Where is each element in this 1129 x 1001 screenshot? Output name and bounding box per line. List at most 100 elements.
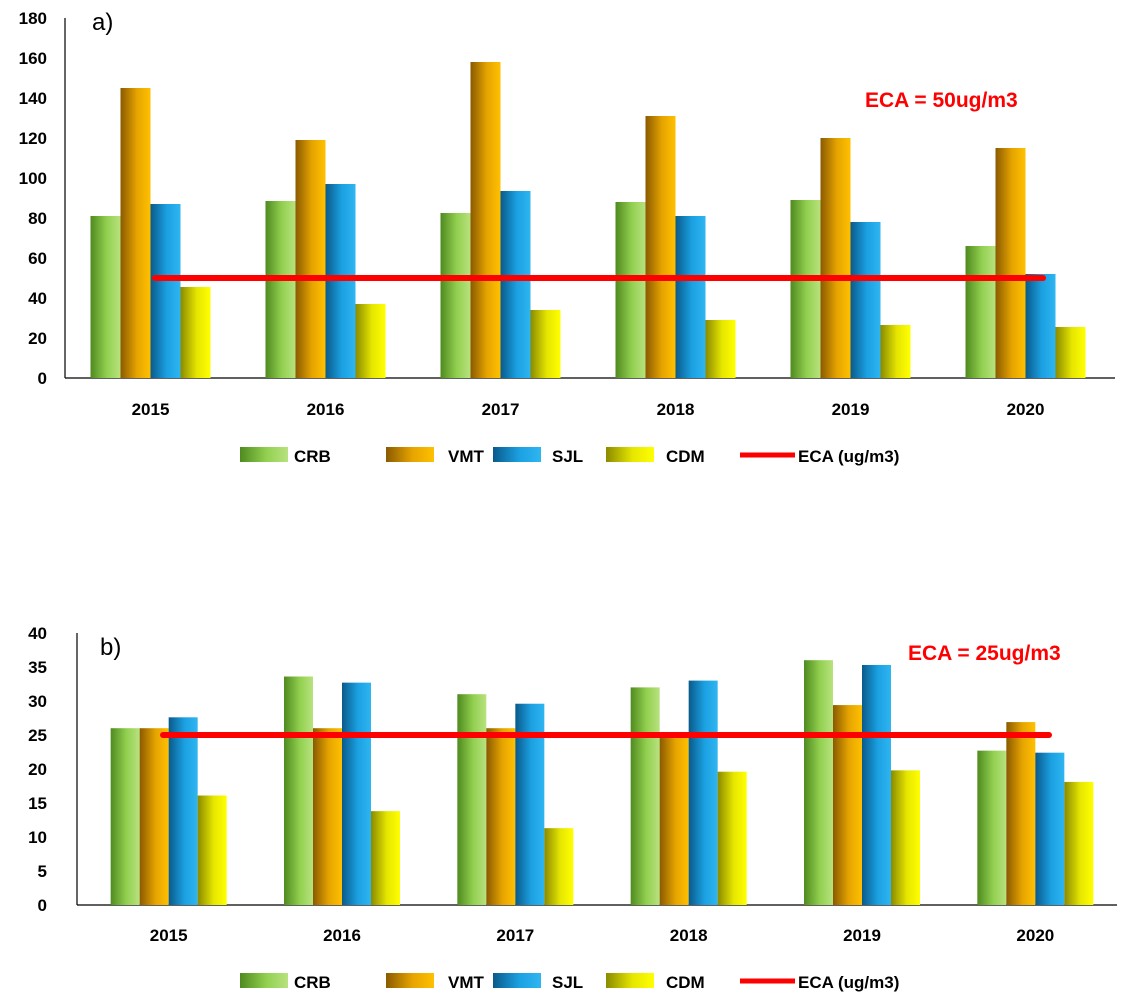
bar-sjl-2019 [862,664,891,905]
bar-vmt-2016 [295,140,326,378]
bar-crb-2017 [440,213,471,378]
x-category-label: 2019 [843,926,881,945]
y-tick-label: 25 [28,726,47,745]
x-category-label: 2019 [832,400,870,419]
legend-label-vmt: VMT [448,973,485,992]
bar-crb-2015 [90,216,121,378]
bar-crb-2016 [284,676,313,905]
legend-label-crb: CRB [294,973,331,992]
bar-crb-2020 [977,750,1007,905]
x-category-label: 2017 [496,926,534,945]
legend-swatch-vmt [386,973,434,988]
panel-label: b) [100,634,121,661]
bar-vmt-2019 [833,705,862,905]
legend-swatch-vmt [386,447,434,462]
bar-sjl-2016 [342,682,371,905]
bar-cdm-2018 [717,771,747,905]
bar-sjl-2020 [1025,274,1056,378]
eca-annotation: ECA = 50ug/m3 [865,89,1018,112]
y-tick-label: 60 [28,249,47,268]
legend-swatch-sjl [493,973,541,988]
x-category-label: 2015 [132,400,170,419]
x-category-label: 2018 [657,400,695,419]
bar-vmt-2020 [1006,722,1036,905]
y-tick-label: 30 [28,692,47,711]
legend-label-cdm: CDM [666,447,705,466]
bar-cdm-2018 [705,320,736,378]
legend-label-sjl: SJL [552,447,583,466]
y-tick-label: 100 [19,169,47,188]
legend-label-sjl: SJL [552,973,583,992]
bar-vmt-2017 [486,728,516,905]
bar-cdm-2016 [355,304,386,378]
y-tick-label: 160 [19,49,47,68]
bar-vmt-2015 [120,88,151,378]
chart-a: 0 20 40 60 80 100 120 140 160 180 2015 2016 2017 2018… [19,9,1115,466]
y-tick-label: 120 [19,129,47,148]
y-tick-label: 40 [28,624,47,643]
bar-cdm-2015 [197,795,227,905]
y-tick-label: 20 [28,329,47,348]
bar-sjl-2015 [150,204,181,378]
bar-cdm-2016 [371,811,400,905]
legend-swatch-cdm [606,447,654,462]
bar-crb-2015 [110,728,140,905]
x-category-label: 2018 [670,926,708,945]
panel-label: a) [92,9,113,36]
x-category-label: 2020 [1007,400,1045,419]
legend-swatch-cdm [606,973,654,988]
bar-vmt-2018 [659,735,689,905]
y-tick-label: 5 [38,862,47,881]
bar-cdm-2019 [891,770,920,905]
bar-vmt-2018 [645,116,676,378]
bar-sjl-2019 [850,222,881,378]
bar-vmt-2019 [820,138,851,378]
legend-swatch-crb [240,973,288,988]
bar-crb-2016 [265,201,296,378]
bar-cdm-2019 [880,325,911,378]
bar-vmt-2020 [995,148,1026,378]
x-category-label: 2020 [1016,926,1054,945]
bar-sjl-2015 [168,717,198,905]
bar-cdm-2017 [544,828,574,905]
bar-sjl-2018 [688,680,718,905]
bar-crb-2019 [790,200,821,378]
chart-b: 0 5 10 15 20 25 30 35 40 2015 2016 2017 2018 2019 2020… [28,624,1117,992]
bar-crb-2018 [630,687,660,905]
y-tick-label: 180 [19,9,47,28]
x-category-label: 2016 [307,400,345,419]
y-tick-label: 15 [28,794,47,813]
legend-label-crb: CRB [294,447,331,466]
bar-vmt-2016 [313,728,342,905]
y-tick-label: 0 [38,369,47,388]
y-tick-label: 80 [28,209,47,228]
y-tick-label: 40 [28,289,47,308]
bar-crb-2018 [615,202,646,378]
legend-label-eca: ECA (ug/m3) [798,973,899,992]
bar-crb-2020 [965,246,996,378]
y-tick-label: 10 [28,828,47,847]
bar-vmt-2015 [139,728,169,905]
bar-sjl-2020 [1035,752,1065,905]
bar-sjl-2018 [675,216,706,378]
x-category-label: 2016 [323,926,361,945]
bar-vmt-2017 [470,62,501,378]
y-tick-label: 140 [19,89,47,108]
bar-cdm-2015 [180,287,211,378]
bar-cdm-2017 [530,310,561,378]
legend-label-vmt: VMT [448,447,485,466]
y-tick-label: 20 [28,760,47,779]
y-tick-label: 0 [38,896,47,915]
x-category-label: 2017 [482,400,520,419]
bar-cdm-2020 [1055,327,1086,378]
legend-swatch-sjl [493,447,541,462]
bar-crb-2017 [457,694,487,905]
x-category-label: 2015 [150,926,188,945]
legend-label-eca: ECA (ug/m3) [798,447,899,466]
y-tick-label: 35 [28,658,47,677]
legend-swatch-crb [240,447,288,462]
bar-cdm-2020 [1064,781,1094,905]
bar-sjl-2017 [500,191,531,378]
legend-label-cdm: CDM [666,973,705,992]
